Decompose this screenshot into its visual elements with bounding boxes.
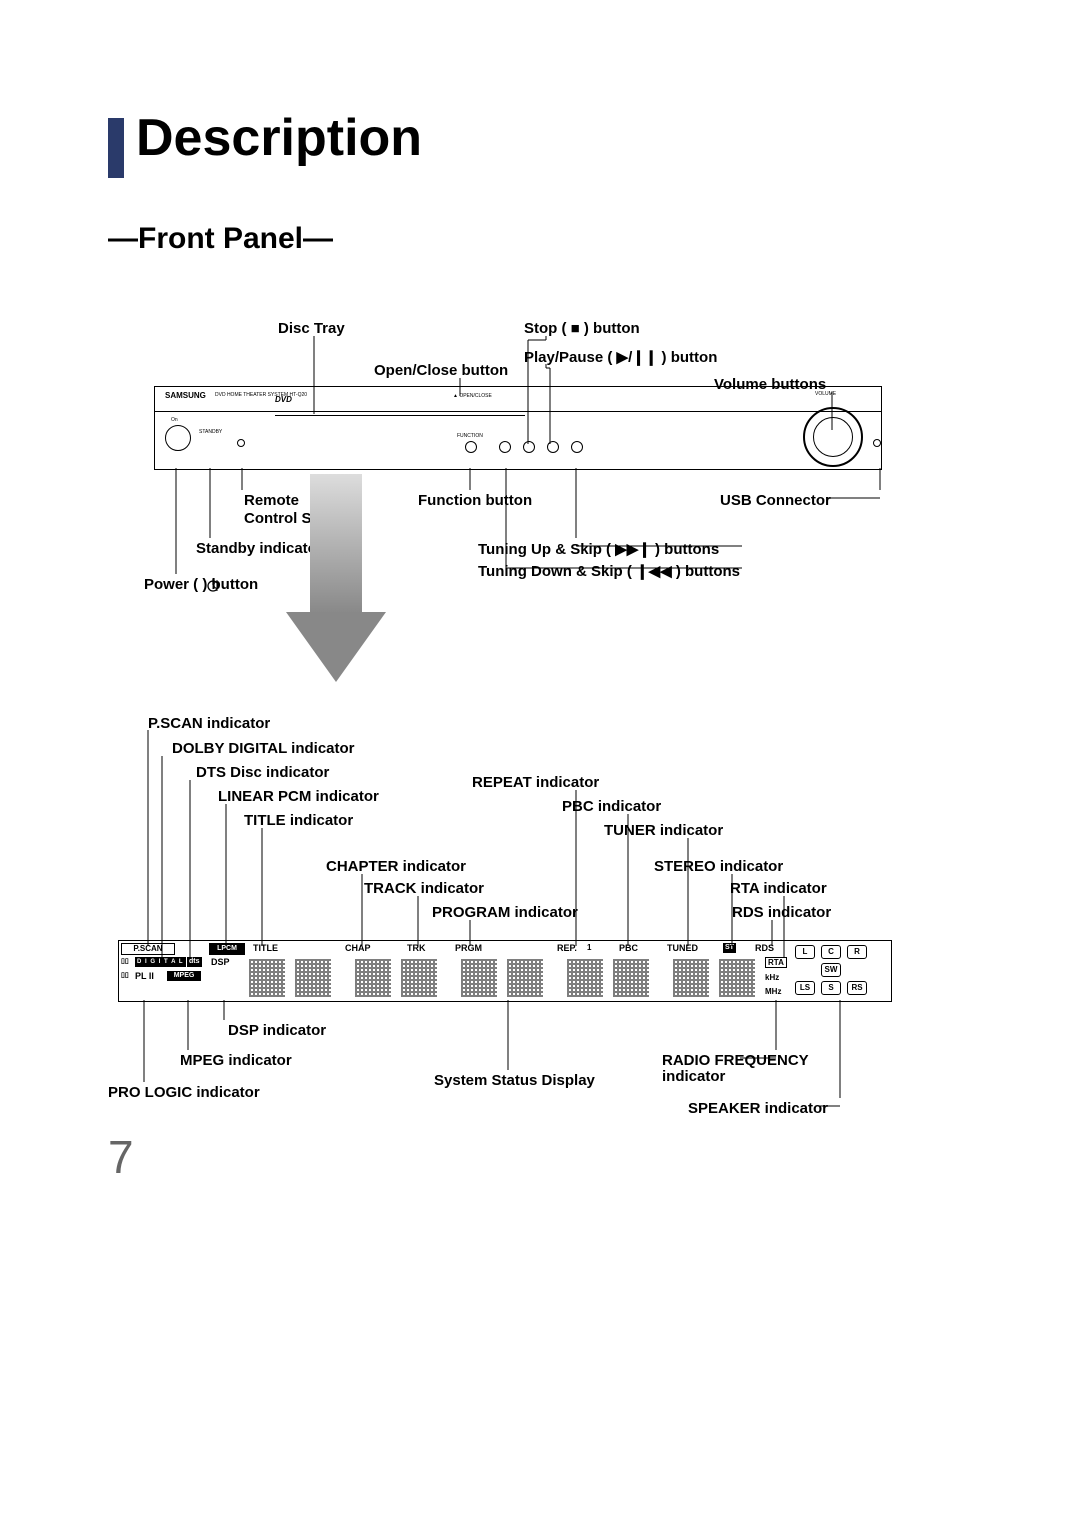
callout-tuner: TUNER indicator [604, 822, 723, 839]
disp-pbc: PBC [619, 943, 638, 953]
standby-label: STANDBY [199, 429, 222, 435]
callout-repeat: REPEAT indicator [472, 774, 599, 791]
disp-chap: CHAP [345, 943, 371, 953]
stop-button[interactable] [523, 441, 535, 453]
disp-pl: PL II [135, 971, 154, 981]
callout-function: Function button [418, 492, 532, 509]
callout-status: System Status Display [434, 1072, 595, 1089]
power-icon [206, 578, 220, 592]
callout-program: PROGRAM indicator [432, 904, 578, 921]
usb-port[interactable] [873, 439, 881, 447]
callout-pscan: P.SCAN indicator [148, 715, 270, 732]
device-front-panel: SAMSUNG DVD HOME THEATER SYSTEM HT-Q20 D… [154, 386, 882, 470]
callout-dolby: DOLBY DIGITAL indicator [172, 740, 355, 757]
brand-label: SAMSUNG [165, 391, 206, 400]
disp-rep: REP. [557, 943, 577, 953]
disp-rta: RTA [765, 957, 787, 968]
callout-title: TITLE indicator [244, 812, 353, 829]
callout-stereo: STEREO indicator [654, 858, 783, 875]
callout-track: TRACK indicator [364, 880, 484, 897]
spk-sw: SW [821, 963, 841, 977]
title-accent-bar [108, 118, 124, 178]
callout-pbc: PBC indicator [562, 798, 661, 815]
callout-play-pause: Play/Pause ( ▶/❙❙ ) button [524, 348, 717, 366]
callout-tuning-down: Tuning Down & Skip ( ❙◀◀ ) buttons [478, 562, 740, 580]
callout-disc-tray: Disc Tray [278, 320, 345, 337]
disc-tray-slot [275, 413, 525, 416]
callout-open-close: Open/Close button [374, 362, 508, 379]
zoom-arrow [286, 474, 386, 684]
disp-pscan: P.SCAN [121, 943, 175, 955]
callout-dts: DTS Disc indicator [196, 764, 329, 781]
spk-l: L [795, 945, 815, 959]
disp-lpcm: LPCM [209, 943, 245, 955]
callout-lpcm: LINEAR PCM indicator [218, 788, 379, 805]
volume-knob[interactable] [803, 407, 863, 467]
on-label: On [171, 417, 178, 423]
callout-dsp: DSP indicator [228, 1022, 326, 1039]
callout-prologic: PRO LOGIC indicator [108, 1084, 260, 1101]
disp-dts: dts [187, 957, 202, 967]
disp-rds: RDS [755, 943, 774, 953]
power-button[interactable] [165, 425, 191, 451]
disp-title: TITLE [253, 943, 278, 953]
dvd-logo: DVD [275, 395, 292, 404]
page-number: 7 [108, 1130, 134, 1184]
callout-mpeg: MPEG indicator [180, 1052, 292, 1069]
disp-dd-icon: ▯▯ [121, 957, 129, 965]
callout-rta: RTA indicator [730, 880, 827, 897]
display-panel: P.SCAN LPCM TITLE CHAP TRK PRGM REP. 1 P… [118, 940, 892, 1002]
function-label: FUNCTION [457, 433, 483, 439]
page-title: Description [136, 108, 422, 168]
disp-rep1: 1 [587, 943, 591, 952]
play-pause-button[interactable] [547, 441, 559, 453]
callout-stop-button: Stop ( ■ ) button [524, 320, 640, 337]
skip-next-button[interactable] [571, 441, 583, 453]
callout-radio1: RADIO FREQUENCY [662, 1052, 809, 1069]
remote-sensor [237, 439, 245, 447]
disp-prgm: PRGM [455, 943, 482, 953]
spk-c: C [821, 945, 841, 959]
disp-mhz: MHz [765, 987, 781, 996]
disp-dsp: DSP [211, 957, 230, 967]
disp-digital: D I G I T A L [135, 957, 186, 967]
disp-st: ST [723, 943, 736, 953]
callout-power: Power ( ) button [144, 576, 258, 593]
callout-speaker: SPEAKER indicator [688, 1100, 828, 1117]
callout-radio2: indicator [662, 1068, 725, 1085]
function-button[interactable] [465, 441, 477, 453]
disp-trk: TRK [407, 943, 426, 953]
disp-khz: kHz [765, 973, 779, 982]
callout-tuning-up: Tuning Up & Skip ( ▶▶❙ ) buttons [478, 540, 719, 558]
model-label: DVD HOME THEATER SYSTEM HT-Q20 [215, 392, 307, 398]
subtitle-front-panel: —Front Panel— [108, 222, 333, 256]
callout-usb: USB Connector [720, 492, 831, 509]
openclose-label: ▲ OPEN/CLOSE [453, 393, 492, 399]
disp-pl-icon: ▯▯ [121, 971, 129, 979]
spk-rs: RS [847, 981, 867, 995]
spk-r: R [847, 945, 867, 959]
disp-mpeg: MPEG [167, 971, 201, 981]
spk-s: S [821, 981, 841, 995]
callout-chapter: CHAPTER indicator [326, 858, 466, 875]
callout-rds: RDS indicator [732, 904, 831, 921]
disp-tuned: TUNED [667, 943, 698, 953]
skip-prev-button[interactable] [499, 441, 511, 453]
spk-ls: LS [795, 981, 815, 995]
volume-label: VOLUME [815, 391, 836, 397]
